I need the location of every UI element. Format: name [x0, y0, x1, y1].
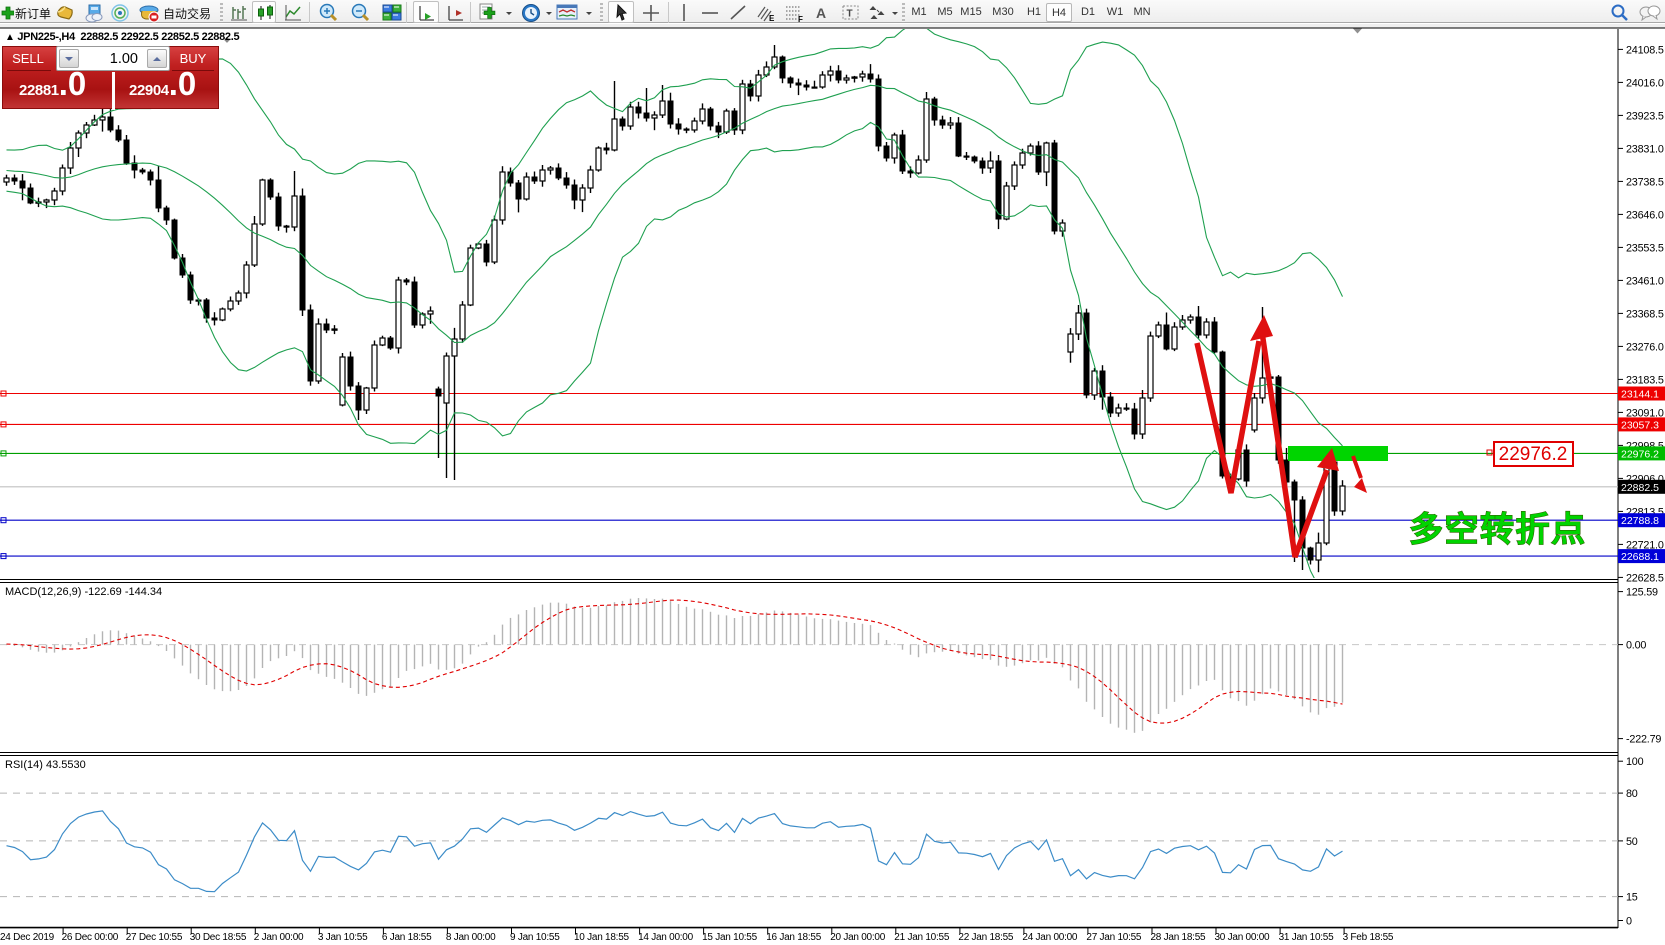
svg-text:3 Feb 18:55: 3 Feb 18:55	[1343, 932, 1394, 943]
svg-text:23831.0: 23831.0	[1626, 143, 1664, 155]
svg-text:-222.79: -222.79	[1626, 734, 1661, 746]
svg-text:20 Jan 00:00: 20 Jan 00:00	[830, 932, 886, 943]
svg-text:MACD(12,26,9) -122.69 -144.34: MACD(12,26,9) -122.69 -144.34	[5, 586, 162, 598]
svg-text:15: 15	[1626, 892, 1638, 904]
svg-text:23183.5: 23183.5	[1626, 374, 1664, 386]
svg-text:9 Jan 10:55: 9 Jan 10:55	[510, 932, 560, 943]
svg-text:23923.5: 23923.5	[1626, 110, 1664, 122]
svg-text:23368.5: 23368.5	[1626, 308, 1664, 320]
svg-text:10 Jan 18:55: 10 Jan 18:55	[574, 932, 630, 943]
svg-text:23091.0: 23091.0	[1626, 407, 1664, 419]
svg-text:22788.8: 22788.8	[1621, 515, 1659, 527]
svg-text:21 Jan 10:55: 21 Jan 10:55	[894, 932, 950, 943]
svg-text:125.59: 125.59	[1626, 587, 1658, 599]
svg-text:F: F	[798, 15, 803, 23]
svg-text:15 Jan 10:55: 15 Jan 10:55	[702, 932, 758, 943]
svg-text:23144.1: 23144.1	[1621, 389, 1659, 401]
svg-text:100: 100	[1626, 756, 1644, 768]
svg-text:24016.0: 24016.0	[1626, 77, 1664, 89]
svg-text:26 Dec 00:00: 26 Dec 00:00	[62, 932, 119, 943]
svg-text:多空转折点: 多空转折点	[1409, 511, 1587, 549]
svg-text:23461.0: 23461.0	[1626, 275, 1664, 287]
svg-text:8 Jan 00:00: 8 Jan 00:00	[446, 932, 496, 943]
svg-text:27 Dec 10:55: 27 Dec 10:55	[126, 932, 183, 943]
svg-text:22721.0: 22721.0	[1626, 539, 1664, 551]
svg-text:23553.5: 23553.5	[1626, 242, 1664, 254]
svg-text:23646.0: 23646.0	[1626, 209, 1664, 221]
svg-text:23738.5: 23738.5	[1626, 176, 1664, 188]
svg-text:22976.2: 22976.2	[1499, 444, 1568, 465]
svg-text:16 Jan 18:55: 16 Jan 18:55	[766, 932, 822, 943]
svg-text:6 Jan 18:55: 6 Jan 18:55	[382, 932, 432, 943]
svg-text:24108.5: 24108.5	[1626, 44, 1664, 56]
svg-text:RSI(14) 43.5530: RSI(14) 43.5530	[5, 759, 86, 771]
svg-text:3 Jan 10:55: 3 Jan 10:55	[318, 932, 368, 943]
svg-text:2 Jan 00:00: 2 Jan 00:00	[254, 932, 304, 943]
svg-text:E: E	[769, 14, 775, 23]
svg-text:24 Jan 00:00: 24 Jan 00:00	[1022, 932, 1078, 943]
svg-text:T: T	[847, 9, 853, 20]
svg-text:22 Jan 18:55: 22 Jan 18:55	[958, 932, 1014, 943]
svg-text:80: 80	[1626, 788, 1638, 800]
svg-text:27 Jan 10:55: 27 Jan 10:55	[1086, 932, 1142, 943]
svg-text:22882.5: 22882.5	[1621, 482, 1659, 494]
svg-text:30 Jan 00:00: 30 Jan 00:00	[1215, 932, 1271, 943]
svg-text:23057.3: 23057.3	[1621, 419, 1659, 431]
svg-text:22628.5: 22628.5	[1626, 572, 1664, 584]
svg-text:28 Jan 18:55: 28 Jan 18:55	[1151, 932, 1207, 943]
svg-text:24 Dec 2019: 24 Dec 2019	[0, 932, 55, 943]
svg-text:22976.2: 22976.2	[1621, 448, 1659, 460]
svg-text:31 Jan 10:55: 31 Jan 10:55	[1279, 932, 1335, 943]
svg-text:30 Dec 18:55: 30 Dec 18:55	[190, 932, 247, 943]
svg-text:0: 0	[1626, 916, 1632, 928]
svg-text:22688.1: 22688.1	[1621, 551, 1659, 563]
svg-text:23276.0: 23276.0	[1626, 341, 1664, 353]
svg-text:14 Jan 00:00: 14 Jan 00:00	[638, 932, 694, 943]
svg-text:0.00: 0.00	[1626, 640, 1646, 652]
svg-text:50: 50	[1626, 836, 1638, 848]
